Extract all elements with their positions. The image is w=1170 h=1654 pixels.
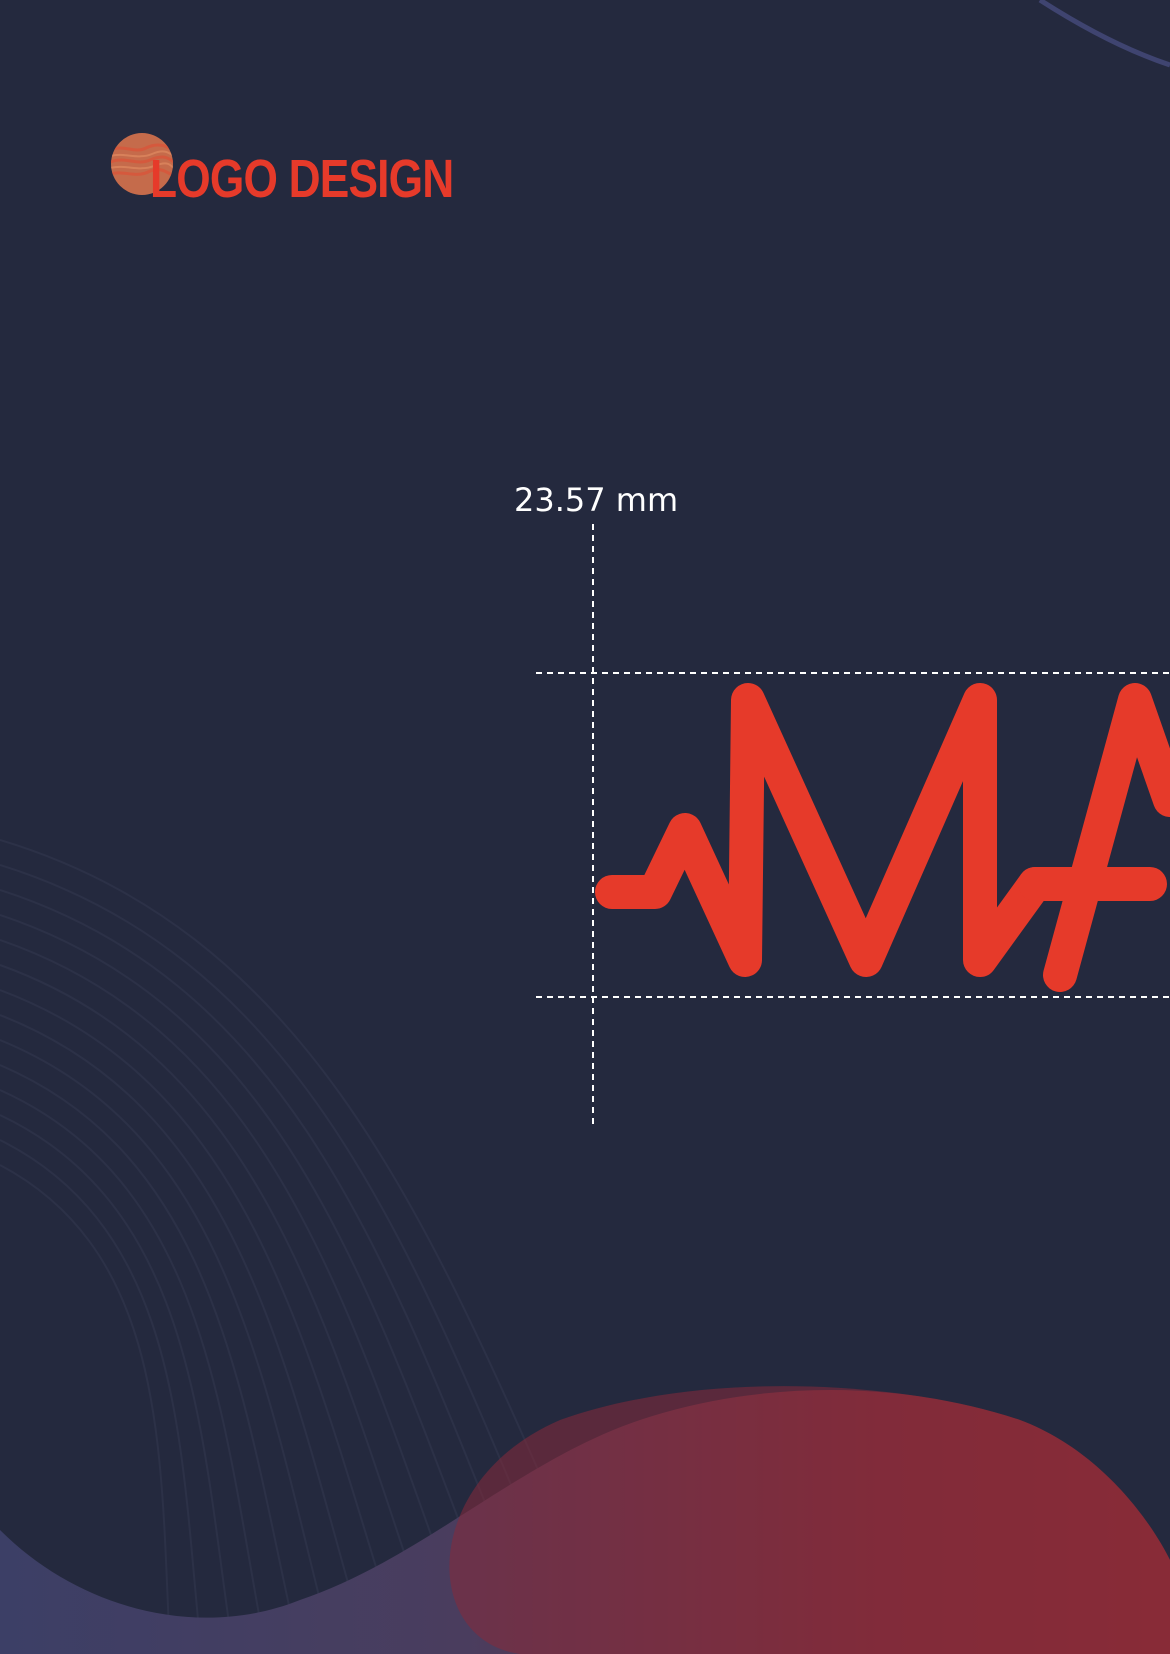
left-wave-lines bbox=[0, 839, 561, 1651]
bottom-red-blob bbox=[449, 1386, 1170, 1654]
planet-icon bbox=[111, 133, 173, 195]
header: LOGO DESIGN bbox=[110, 132, 470, 212]
measurement-label: 23.57 mm bbox=[514, 481, 679, 519]
corner-arc bbox=[1038, 0, 1170, 68]
logo-mark bbox=[595, 683, 1170, 992]
page-title: LOGO DESIGN bbox=[150, 149, 454, 209]
